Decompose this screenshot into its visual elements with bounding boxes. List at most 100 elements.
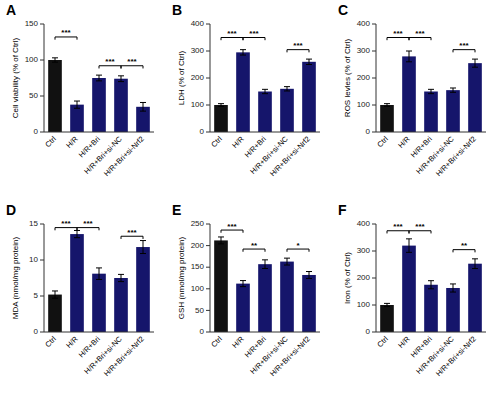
- x-tick-label: H/R+Bri+si-Nrf2: [268, 134, 312, 178]
- bar: [424, 92, 438, 133]
- error-bar-line: [140, 102, 146, 111]
- bar: [92, 78, 106, 132]
- y-tick-label: 300: [357, 46, 371, 55]
- error-bar-line: [74, 101, 80, 108]
- y-tick: [206, 310, 210, 311]
- error-bar-line: [96, 268, 102, 280]
- error-bar: [52, 291, 58, 298]
- y-tick-label: 0: [200, 127, 205, 136]
- y-axis-label: Cell viability (% of Ctrl): [11, 37, 20, 118]
- y-tick: [372, 305, 376, 306]
- error-bar: [140, 102, 146, 111]
- x-tick-label: H/R+Bri+si-Nrf2: [434, 334, 478, 378]
- x-axis-line: [210, 132, 320, 133]
- y-tick: [40, 260, 44, 261]
- error-bar: [472, 59, 478, 67]
- y-tick: [206, 245, 210, 246]
- marks: [48, 58, 150, 132]
- error-bar-line: [428, 281, 434, 289]
- bar: [236, 284, 250, 332]
- error-bar-line: [472, 59, 478, 67]
- bar: [380, 305, 394, 332]
- y-tick: [206, 288, 210, 289]
- y-tick-label: 400: [191, 19, 205, 28]
- error-bar-line: [406, 51, 412, 62]
- y-tick-label: 150: [25, 19, 39, 28]
- error-bar: [406, 51, 412, 62]
- error-bar: [52, 58, 58, 62]
- y-tick: [40, 24, 44, 25]
- y-tick: [40, 296, 44, 297]
- x-tick-label: H/R: [64, 334, 80, 350]
- error-bar: [140, 241, 146, 254]
- y-tick-label: 15: [29, 219, 38, 228]
- y-axis-line: [376, 24, 377, 132]
- error-bar-line: [384, 104, 390, 107]
- y-tick-label: 0: [366, 327, 371, 336]
- bar: [302, 275, 316, 332]
- error-bar: [262, 89, 268, 93]
- error-bar: [262, 260, 268, 269]
- panel: A050100150Cell viability (% of Ctrl)Ctrl…: [6, 2, 154, 178]
- significance-label: ***: [127, 57, 137, 66]
- error-bar-line: [118, 274, 124, 281]
- y-tick: [206, 332, 210, 333]
- error-bar: [240, 281, 246, 287]
- error-bar-line: [450, 284, 456, 292]
- error-bar: [406, 239, 412, 253]
- y-tick: [372, 224, 376, 225]
- panel-title: D: [6, 202, 16, 218]
- y-tick: [206, 132, 210, 133]
- y-tick: [206, 267, 210, 268]
- bar: [258, 92, 272, 133]
- bar: [302, 62, 316, 132]
- x-tick-label: H/R+Bri+si-Nrf2: [434, 134, 478, 178]
- x-tick-label: Ctrl: [43, 134, 58, 149]
- bar: [92, 274, 106, 332]
- x-axis-line: [44, 132, 154, 133]
- y-axis-label: GSH (nmol/mg protein): [177, 237, 186, 320]
- error-bar-line: [406, 239, 412, 253]
- panel: F0100200300400Iron (% of Ctrl)CtrlH/RH/R…: [338, 202, 486, 378]
- x-tick-label: H/R: [396, 334, 412, 350]
- error-bar: [74, 230, 80, 237]
- panel-title: F: [338, 202, 347, 218]
- marks: [214, 50, 316, 132]
- y-tick-label: 0: [366, 127, 371, 136]
- bar: [214, 240, 228, 332]
- bar: [258, 264, 272, 332]
- x-tick-label: Ctrl: [375, 134, 390, 149]
- y-axis-label: ROS levles (% of Ctrl): [343, 39, 352, 118]
- significance-label: ***: [293, 41, 303, 50]
- y-tick: [206, 78, 210, 79]
- error-bar: [96, 75, 102, 81]
- error-bar: [96, 268, 102, 280]
- bar: [114, 79, 128, 132]
- bar: [280, 89, 294, 132]
- y-tick: [372, 278, 376, 279]
- y-tick: [206, 24, 210, 25]
- x-tick-label: Ctrl: [375, 334, 390, 349]
- y-tick-label: 300: [191, 46, 205, 55]
- bar: [446, 90, 460, 132]
- x-axis-line: [376, 132, 486, 133]
- bar: [468, 264, 482, 332]
- y-tick: [40, 96, 44, 97]
- bar: [402, 56, 416, 132]
- error-bar-line: [52, 291, 58, 298]
- error-bar-line: [140, 241, 146, 254]
- y-tick-label: 0: [34, 327, 39, 336]
- error-bar-line: [262, 89, 268, 93]
- error-bar: [218, 104, 224, 107]
- y-axis-line: [44, 224, 45, 332]
- y-tick: [206, 51, 210, 52]
- marks: [48, 230, 150, 332]
- y-tick: [372, 24, 376, 25]
- x-tick-label: H/R+Bri+si-Nrf2: [102, 334, 146, 378]
- y-tick: [372, 78, 376, 79]
- bar: [424, 285, 438, 332]
- bar: [468, 63, 482, 132]
- y-tick: [372, 51, 376, 52]
- bar: [380, 105, 394, 132]
- significance-label: ***: [459, 41, 469, 50]
